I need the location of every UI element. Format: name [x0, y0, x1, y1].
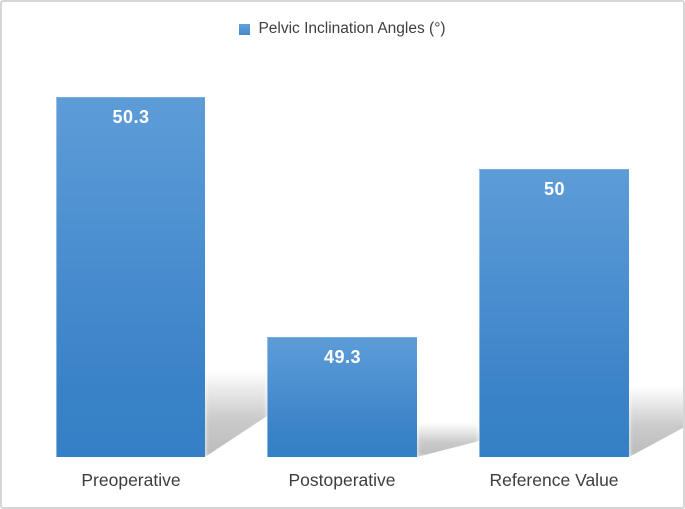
- legend: Pelvic Inclination Angles (°): [2, 20, 683, 38]
- category-label-postoperative: Postoperative: [288, 470, 396, 490]
- bar-shadow: [629, 386, 683, 457]
- legend-swatch-icon: [239, 23, 251, 35]
- bar-preoperative: 50.3: [56, 97, 205, 457]
- bar-postoperative: 49.3: [267, 337, 417, 457]
- bar-reference-value: 50: [479, 169, 629, 457]
- bar-value-label: 49.3: [323, 347, 362, 367]
- bar-shadow: [205, 370, 267, 457]
- bar-value-label: 50.3: [112, 107, 150, 127]
- category-label-reference-value: Reference Value: [489, 470, 619, 490]
- bar-shadow: [417, 423, 479, 457]
- legend-label: Pelvic Inclination Angles (°): [258, 20, 446, 37]
- category-label-preoperative: Preoperative: [81, 470, 181, 490]
- bar-value-label: 50: [543, 179, 566, 199]
